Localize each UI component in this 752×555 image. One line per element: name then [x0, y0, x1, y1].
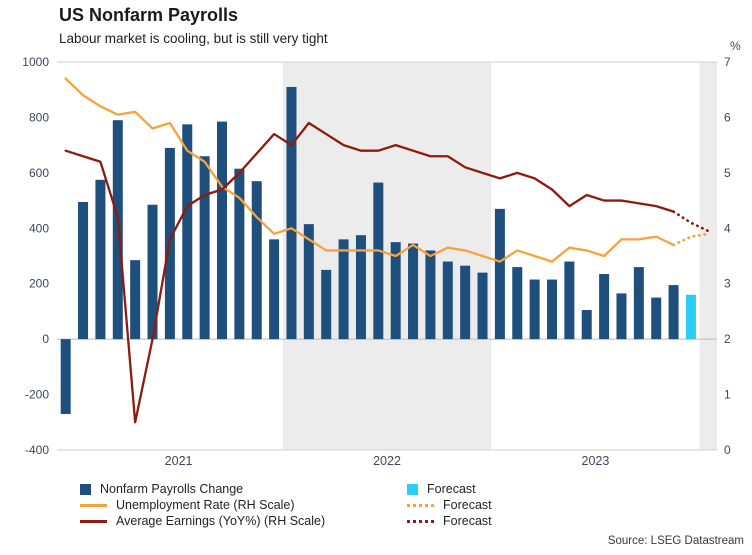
- payrolls-bar: [234, 168, 245, 340]
- right-axis-tick-label: 7: [724, 55, 731, 69]
- legend-label: Forecast: [443, 514, 492, 528]
- navy-square-swatch: [80, 483, 91, 495]
- payrolls-bar: [95, 179, 106, 340]
- payrolls-bar: [390, 242, 401, 340]
- payrolls-bar: [303, 224, 314, 340]
- payrolls-bar: [460, 265, 471, 340]
- payrolls-bar: [581, 310, 592, 340]
- payrolls-bar: [547, 279, 557, 340]
- payrolls-bar: [408, 243, 419, 340]
- payrolls-bar: [286, 86, 297, 340]
- payrolls-bar: [564, 261, 575, 340]
- year-label: 2021: [165, 454, 193, 468]
- payrolls-bar: [147, 204, 158, 340]
- payrolls-bar: [338, 239, 349, 340]
- payrolls-bar: [321, 269, 332, 340]
- chart-subtitle: Labour market is cooling, but is still v…: [59, 31, 328, 46]
- cyan-square-swatch: [407, 483, 418, 495]
- legend-item: Forecast: [407, 513, 492, 529]
- legend-item: Forecast: [407, 497, 492, 513]
- payrolls-bar: [199, 156, 210, 340]
- source-credit: Source: LSEG Datastream: [607, 535, 744, 547]
- payrolls-bar: [355, 235, 366, 340]
- payrolls-bar: [668, 285, 679, 340]
- legend-label: Unemployment Rate (RH Scale): [116, 498, 295, 512]
- left-axis-tick-label: 0: [42, 332, 49, 346]
- left-axis-tick-label: -200: [25, 388, 49, 402]
- payrolls-bar: [599, 274, 610, 340]
- legend-label: Forecast: [427, 482, 476, 496]
- payrolls-bar: [251, 181, 262, 340]
- legend-column: Forecast Forecast Forecast: [407, 481, 492, 529]
- right-axis-tick-label: 1: [724, 388, 731, 402]
- average-earnings-line: [64, 121, 675, 424]
- legend-item: Unemployment Rate (RH Scale): [80, 497, 325, 513]
- left-axis-tick-label: 1000: [22, 55, 49, 69]
- legend-item: Forecast: [407, 481, 492, 497]
- payrolls-bar: [182, 124, 193, 340]
- payrolls-bar: [529, 279, 540, 340]
- year-shading-band: [282, 62, 492, 450]
- payrolls-bar: [425, 250, 436, 340]
- payrolls-bar: [651, 297, 662, 340]
- year-label: 2022: [373, 454, 401, 468]
- year-shading-band: [699, 62, 717, 450]
- legend-item: Average Earnings (YoY%) (RH Scale): [80, 513, 325, 529]
- payrolls-bar: [442, 261, 453, 340]
- legend-label: Average Earnings (YoY%) (RH Scale): [116, 514, 326, 528]
- forecast-bar: [685, 294, 696, 340]
- payrolls-bar: [494, 208, 505, 340]
- chart-legend: Nonfarm Payrolls Change Unemployment Rate…: [0, 481, 752, 533]
- right-axis-tick-label: 4: [724, 221, 731, 235]
- payrolls-bar: [477, 272, 488, 340]
- payrolls-combo-chart: 1000 800 600 400 200 0 -200 -400 7 6 5 4 3 2 1 0% 2021 20…: [22, 39, 741, 468]
- payrolls-bar: [130, 260, 141, 340]
- right-axis-tick-label: 5: [724, 166, 731, 180]
- right-axis-tick-label: 2: [724, 332, 731, 346]
- left-axis-tick-label: 400: [29, 221, 49, 235]
- darkred-line-swatch: [80, 519, 107, 523]
- payrolls-bar: [269, 239, 280, 340]
- left-axis-tick-label: -400: [25, 443, 49, 457]
- payrolls-bar: [616, 293, 627, 340]
- year-label: 2023: [582, 454, 610, 468]
- legend-label: Nonfarm Payrolls Change: [100, 482, 244, 496]
- legend-label: Forecast: [443, 498, 492, 512]
- chart-title: US Nonfarm Payrolls: [59, 5, 239, 25]
- payrolls-bar: [633, 267, 644, 340]
- unemployment-rate-line: [64, 77, 675, 263]
- left-axis-tick-label: 600: [29, 166, 49, 180]
- left-axis-tick-label: 800: [29, 110, 49, 124]
- orange-dotted-swatch: [407, 503, 434, 507]
- darkred-dotted-swatch: [407, 519, 434, 523]
- payrolls-bar: [512, 267, 523, 340]
- orange-line-swatch: [80, 503, 107, 507]
- right-axis-tick-label: 6: [724, 110, 731, 124]
- legend-column: Nonfarm Payrolls Change Unemployment Rate…: [80, 481, 325, 529]
- right-axis-tick-label: 3: [724, 277, 731, 291]
- payrolls-bar: [217, 121, 227, 340]
- earnings-forecast-dotted-line: [672, 210, 710, 233]
- unemployment-forecast-dotted-line: [672, 232, 710, 247]
- payrolls-bar: [78, 201, 89, 340]
- right-axis-unit-label: %: [730, 39, 741, 53]
- legend-item: Nonfarm Payrolls Change: [80, 481, 325, 497]
- payrolls-bar: [373, 182, 384, 340]
- right-axis-tick-label: 0: [724, 443, 731, 457]
- left-axis-tick-label: 200: [29, 277, 49, 291]
- payrolls-bar: [60, 339, 71, 414]
